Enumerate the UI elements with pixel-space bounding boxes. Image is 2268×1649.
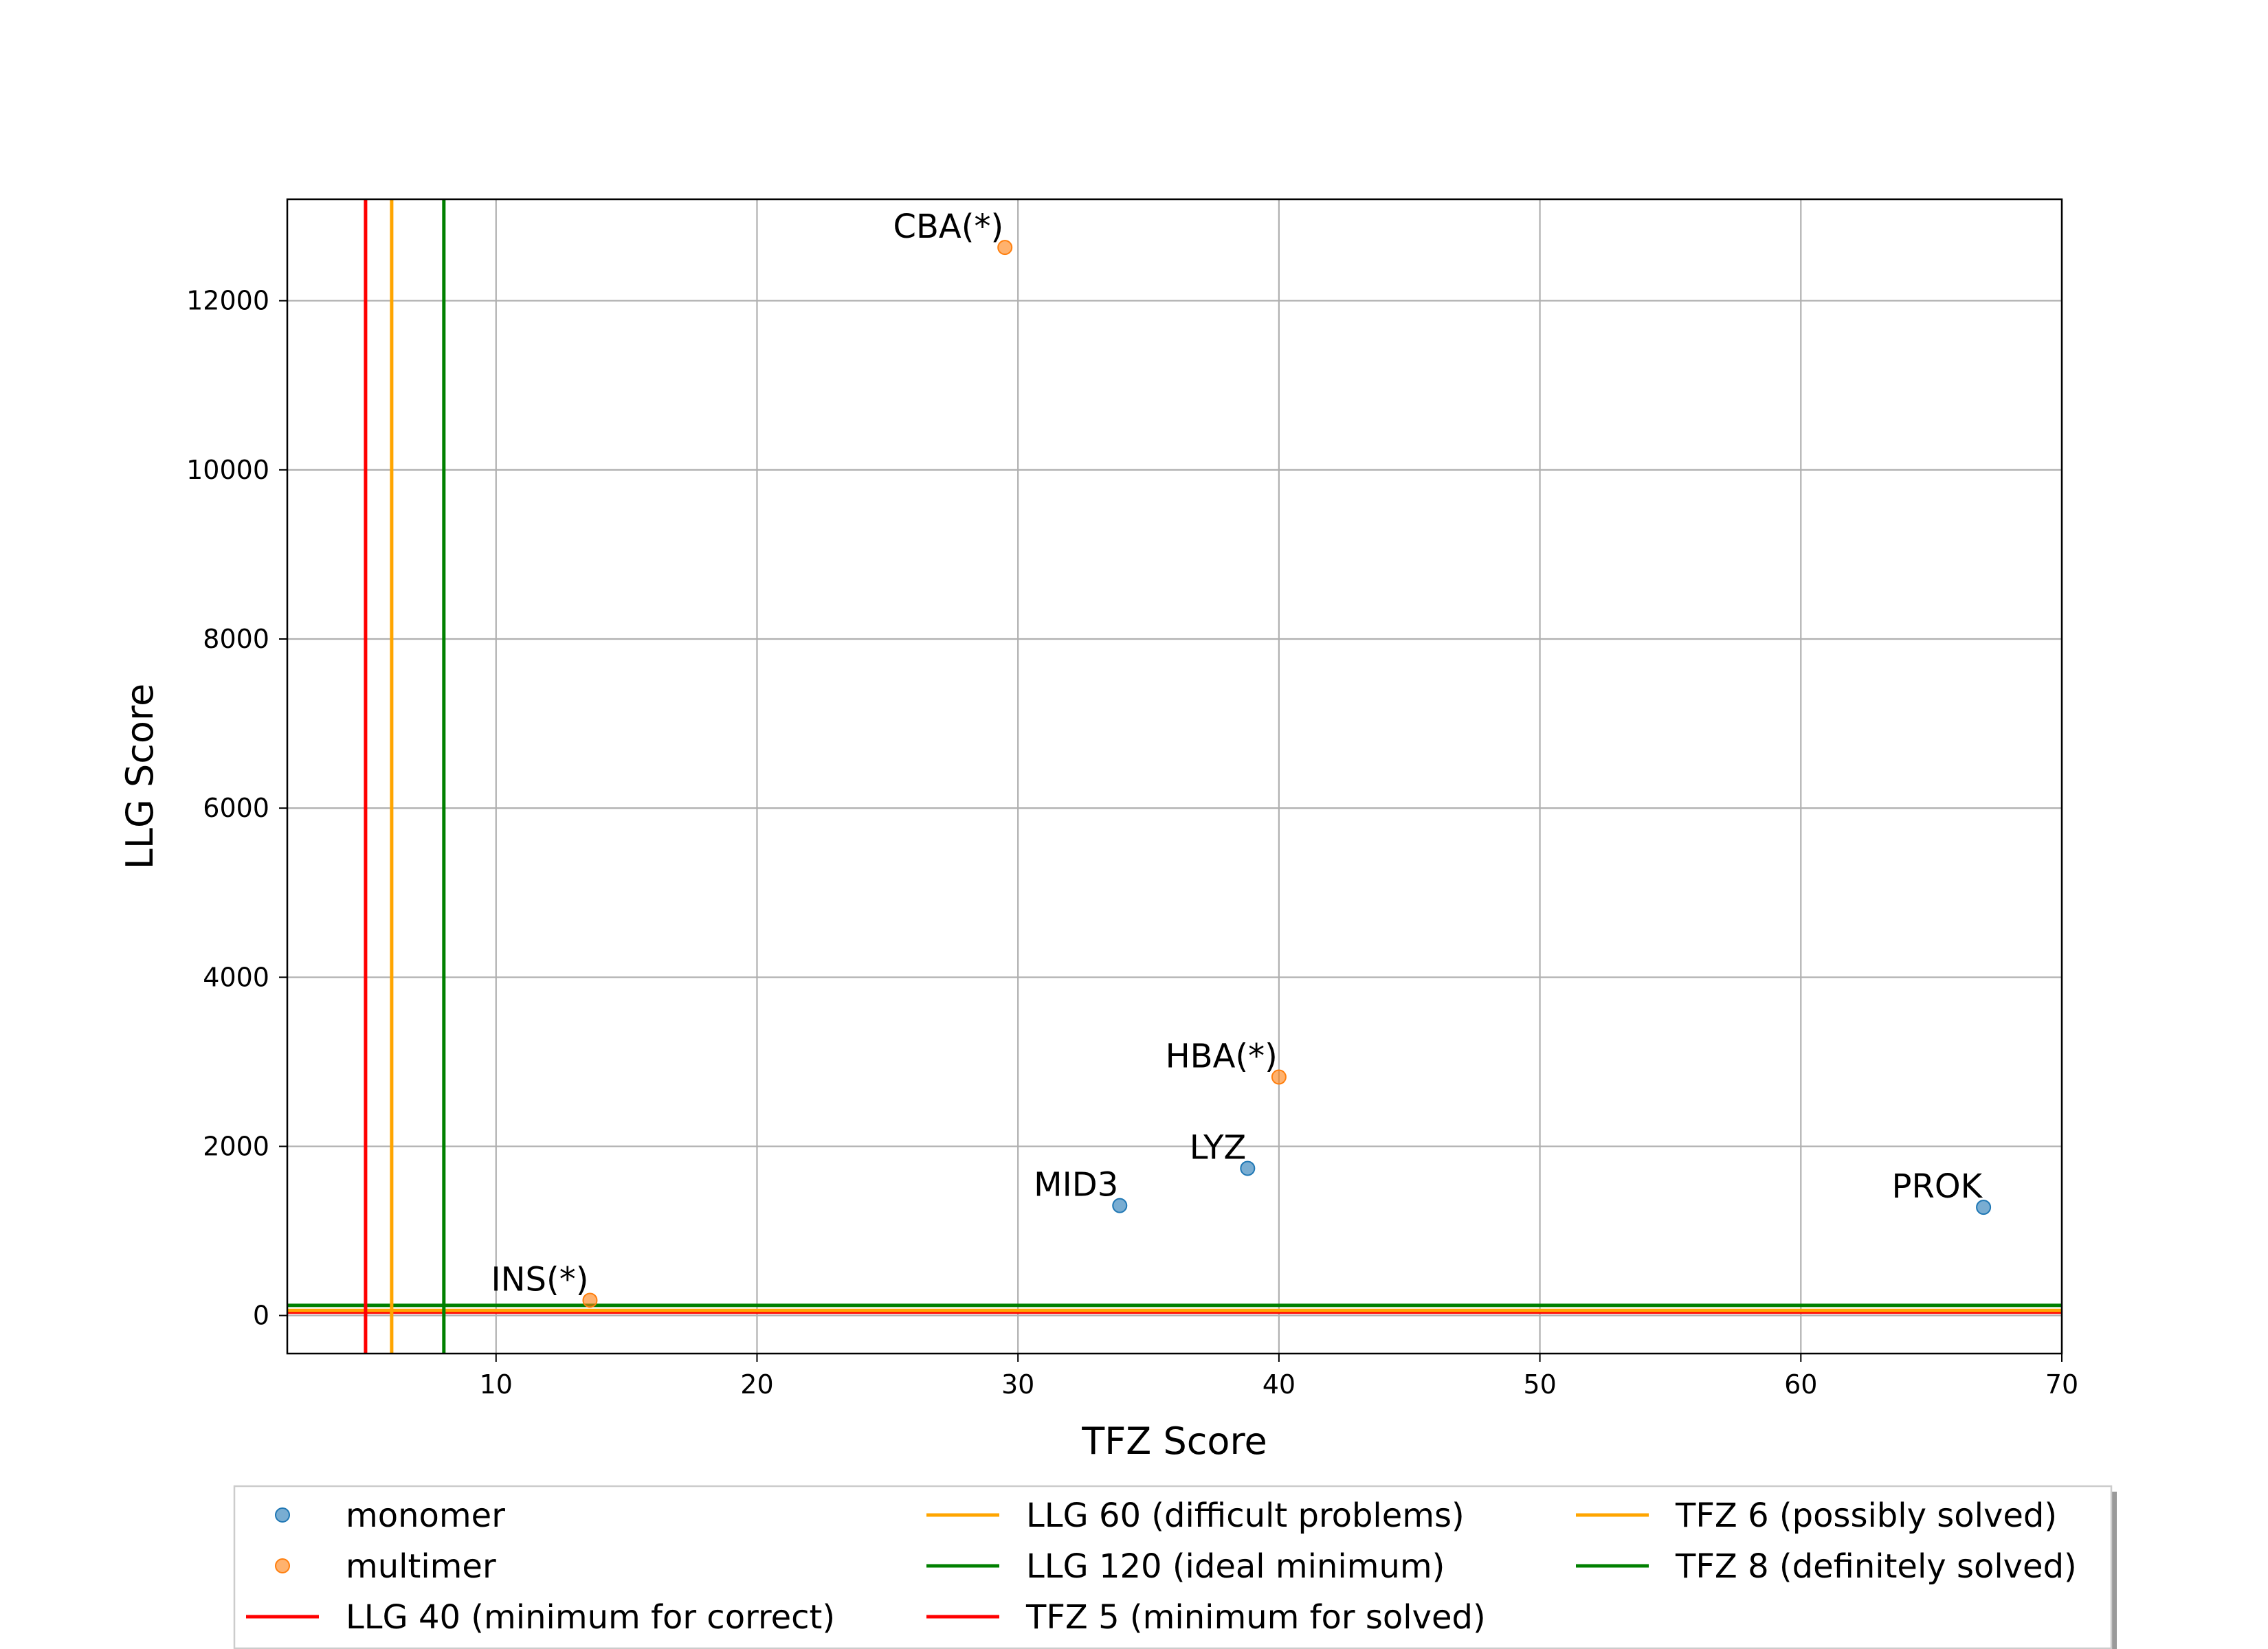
x-axis-label: TFZ Score [1081,1420,1267,1463]
data-point-multimer [582,1292,598,1308]
point-label: PROK [1892,1167,1983,1206]
reference-lines [287,199,2062,1354]
y-tick-label: 2000 [203,1131,269,1161]
y-tick-label: 4000 [203,962,269,992]
legend-label: monomer [346,1496,505,1535]
y-axis-label: LLG Score [118,684,162,869]
legend: monomer multimer LLG 40 (minimum for corre… [233,1485,2117,1649]
legend-label: LLG 120 (ideal minimum) [1026,1547,1445,1586]
x-tick-label: 70 [2045,1369,2078,1400]
point-label: INS(*) [491,1260,588,1299]
legend-marker [275,1507,290,1523]
data-point-monomer [1240,1160,1256,1176]
legend-box [233,1485,2113,1649]
point-label: HBA(*) [1166,1037,1278,1076]
point-label: CBA(*) [893,207,1003,246]
y-tick-label: 10000 [186,455,269,485]
point-label: LYZ [1190,1128,1247,1167]
plot-frame [286,198,2063,1355]
legend-label: TFZ 8 (definitely solved) [1675,1547,2077,1586]
legend-label: TFZ 6 (possibly solved) [1675,1496,2057,1535]
legend-items: monomer multimer LLG 40 (minimum for corre… [246,1496,2077,1637]
data-points: MID3 LYZ PROK CBA(*) HBA(*) INS(*) [491,207,1992,1308]
axis-ticks: 10 20 30 40 50 60 70 0 2000 4000 6000 8000 10000 1200… [186,286,2078,1400]
y-tick-label: 8000 [203,624,269,654]
point-label: MID3 [1034,1166,1118,1204]
data-point-monomer [1112,1198,1128,1213]
legend-marker [275,1558,290,1573]
legend-label: multimer [346,1547,496,1586]
legend-label: TFZ 5 (minimum for solved) [1025,1598,1486,1637]
y-tick-label: 12000 [186,286,269,316]
legend-label: LLG 40 (minimum for correct) [346,1598,835,1637]
y-tick-label: 0 [253,1301,269,1331]
x-tick-label: 40 [1263,1369,1296,1400]
x-tick-label: 60 [1784,1369,1817,1400]
grid [287,199,2063,1354]
legend-label: LLG 60 (difficult problems) [1026,1496,1465,1535]
data-point-multimer [1271,1069,1287,1085]
y-tick-label: 6000 [203,793,269,823]
data-point-multimer [997,240,1013,256]
data-point-monomer [1976,1200,1992,1215]
x-tick-label: 10 [480,1369,513,1400]
x-tick-label: 30 [1001,1369,1034,1400]
x-tick-label: 50 [1523,1369,1556,1400]
x-tick-label: 20 [740,1369,773,1400]
